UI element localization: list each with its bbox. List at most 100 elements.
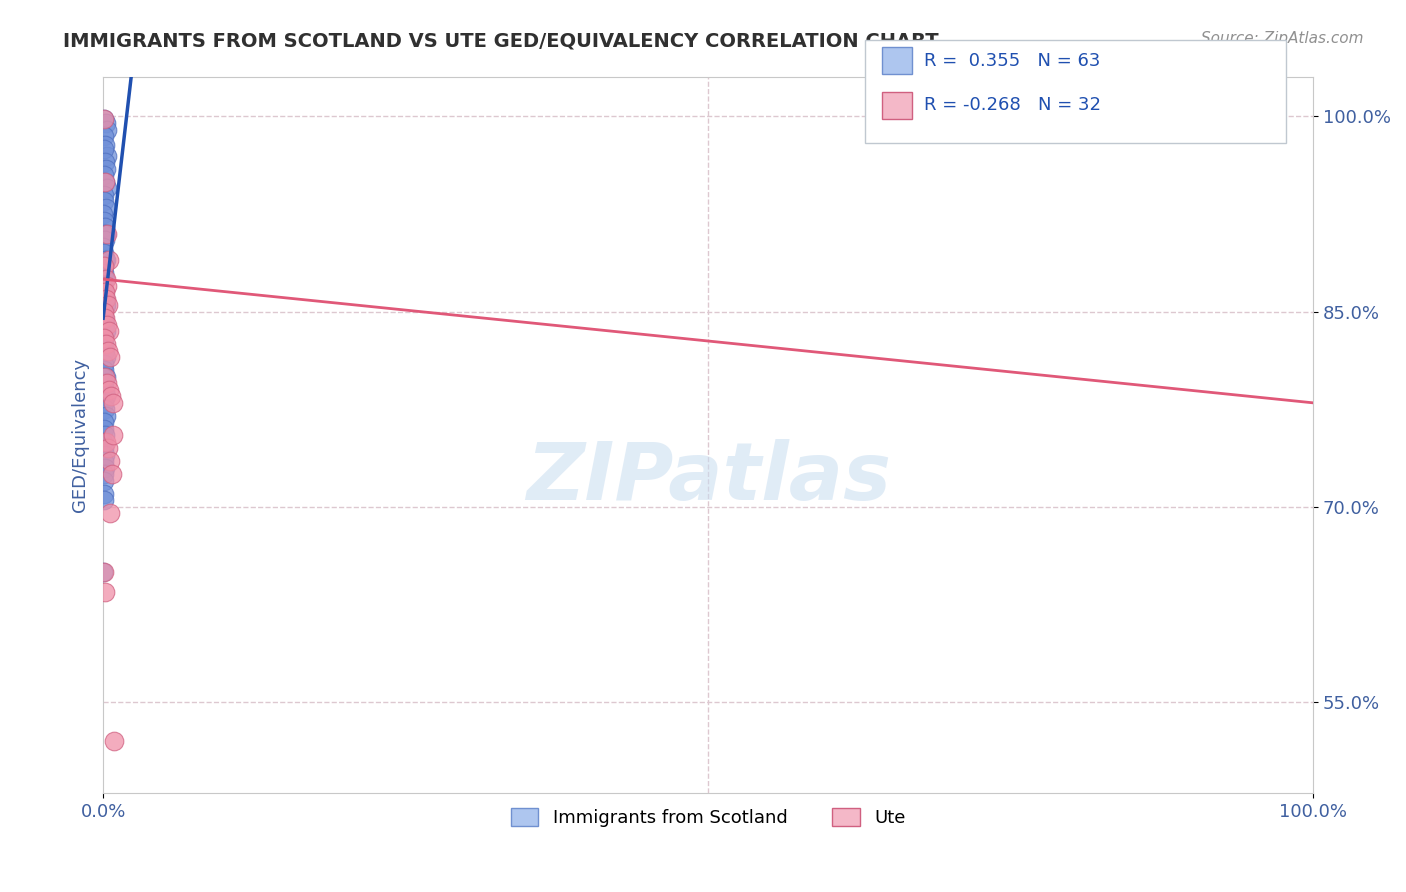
Point <box>93 396 115 410</box>
Point <box>97 298 120 312</box>
Point <box>94 252 117 267</box>
Point <box>93 565 115 579</box>
Point <box>94 311 117 326</box>
Point <box>93 155 115 169</box>
Point <box>93 369 115 384</box>
Point <box>93 422 115 436</box>
Point <box>93 246 115 260</box>
Point <box>93 402 115 417</box>
Point <box>94 324 117 338</box>
Point <box>93 259 115 273</box>
Point <box>97 383 120 397</box>
Point <box>100 467 122 482</box>
Point <box>93 416 115 430</box>
Point <box>94 337 117 351</box>
Point <box>100 389 122 403</box>
Point <box>93 128 115 143</box>
Point <box>93 304 115 318</box>
Point <box>96 376 118 391</box>
Point <box>96 227 118 241</box>
Point <box>93 442 115 456</box>
Point <box>100 507 122 521</box>
Point <box>94 138 117 153</box>
Point <box>93 454 115 468</box>
Point <box>93 285 115 300</box>
Point <box>93 112 115 127</box>
Point <box>93 112 115 127</box>
Point <box>94 369 117 384</box>
Point <box>93 213 115 227</box>
Point <box>103 396 125 410</box>
Text: Source: ZipAtlas.com: Source: ZipAtlas.com <box>1201 31 1364 46</box>
Point <box>94 220 117 235</box>
Point <box>97 324 120 338</box>
Point <box>96 161 118 176</box>
Point <box>94 272 117 286</box>
Point <box>96 227 118 241</box>
Point <box>93 331 115 345</box>
Point <box>93 487 115 501</box>
Point <box>93 311 115 326</box>
Point <box>98 351 121 365</box>
Point <box>94 252 117 267</box>
Point <box>96 292 118 306</box>
Point <box>101 428 124 442</box>
Point <box>93 467 115 482</box>
Point <box>93 259 115 273</box>
Point <box>93 363 115 377</box>
Point <box>93 565 115 579</box>
Point <box>94 175 117 189</box>
Point <box>96 148 118 162</box>
Point <box>93 285 115 300</box>
Point <box>96 434 118 449</box>
Point <box>93 376 115 391</box>
Y-axis label: GED/Equivalency: GED/Equivalency <box>72 359 89 513</box>
Text: IMMIGRANTS FROM SCOTLAND VS UTE GED/EQUIVALENCY CORRELATION CHART: IMMIGRANTS FROM SCOTLAND VS UTE GED/EQUI… <box>63 31 939 50</box>
Point <box>96 351 118 365</box>
Point <box>96 278 118 293</box>
Point <box>93 194 115 208</box>
Point <box>94 292 117 306</box>
Point <box>93 318 115 332</box>
Text: R =  0.355   N = 63: R = 0.355 N = 63 <box>924 52 1099 70</box>
Point <box>98 252 121 267</box>
Text: R = -0.268   N = 32: R = -0.268 N = 32 <box>924 96 1101 114</box>
Point <box>96 181 118 195</box>
Point <box>96 318 118 332</box>
Point <box>94 272 117 286</box>
Point <box>93 233 115 247</box>
Point <box>93 227 115 241</box>
Point <box>93 187 115 202</box>
Point <box>103 734 125 748</box>
Point <box>94 383 117 397</box>
Point <box>93 266 115 280</box>
Point <box>94 448 117 462</box>
Point <box>94 116 117 130</box>
Point <box>94 298 117 312</box>
Point <box>94 369 117 384</box>
Point <box>94 201 117 215</box>
Point <box>94 428 117 442</box>
Point <box>93 357 115 371</box>
Point <box>94 389 117 403</box>
Point <box>93 493 115 508</box>
Point <box>94 584 117 599</box>
Point <box>93 461 115 475</box>
Point <box>93 168 115 182</box>
Point <box>93 304 115 318</box>
Point <box>93 337 115 351</box>
Point <box>93 142 115 156</box>
Point <box>93 434 115 449</box>
Point <box>98 454 121 468</box>
Point <box>93 474 115 488</box>
Point <box>96 122 118 136</box>
Point <box>93 331 115 345</box>
Point <box>93 278 115 293</box>
Legend: Immigrants from Scotland, Ute: Immigrants from Scotland, Ute <box>503 801 912 834</box>
Point <box>97 442 120 456</box>
Point <box>94 409 117 423</box>
Point <box>94 343 117 358</box>
Point <box>97 343 120 358</box>
Point <box>93 240 115 254</box>
Point <box>93 207 115 221</box>
